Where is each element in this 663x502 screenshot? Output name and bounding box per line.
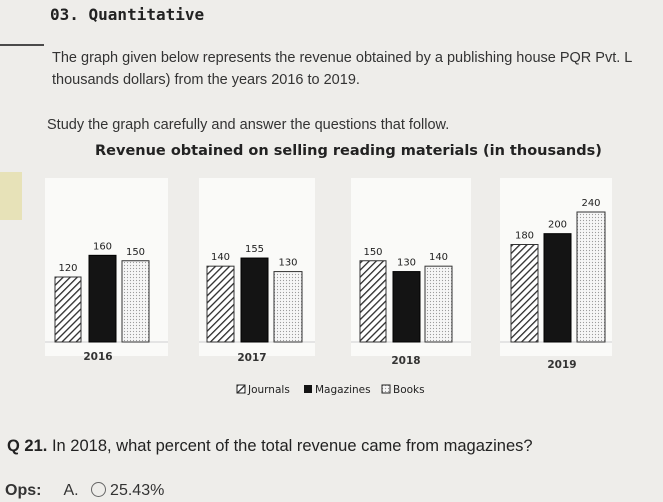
bar-magazines-2016 — [88, 254, 117, 343]
intro-paragraph: The graph given below represents the rev… — [52, 47, 663, 91]
bar-journals-2019 — [510, 244, 539, 343]
labels-layer: 120 160 150 2016 140 155 130 2017 150 130 140 2018 1… — [58, 198, 600, 371]
value-label-journals-2018: 150 — [363, 247, 382, 258]
legend-swatch-books — [381, 384, 391, 394]
legend-label-journals: Journals — [247, 384, 290, 396]
options-row: Ops: A. 25.43% — [5, 482, 164, 500]
value-label-books-2019: 240 — [581, 198, 600, 209]
bar-magazines-2018 — [392, 271, 421, 343]
header-divider — [0, 44, 44, 46]
intro-line-1: The graph given below represents the rev… — [52, 50, 633, 66]
chart-title: Revenue obtained on selling reading mate… — [95, 143, 602, 159]
question-text: In 2018, what percent of the total reven… — [51, 437, 533, 455]
bar-magazines-2019 — [543, 233, 572, 343]
legend-swatch-journals — [236, 384, 246, 394]
category-label-2016: 2016 — [83, 351, 112, 363]
value-label-journals-2019: 180 — [515, 231, 534, 242]
bar-journals-2016 — [54, 276, 82, 343]
instruction-text: Study the graph carefully and answer the… — [47, 117, 450, 133]
category-label-2019: 2019 — [547, 359, 576, 371]
value-label-journals-2016: 120 — [58, 263, 77, 274]
value-label-journals-2017: 140 — [211, 252, 230, 263]
question-header: 03. Quantitative — [50, 5, 205, 24]
value-label-magazines-2018: 130 — [397, 258, 416, 269]
value-label-books-2016: 150 — [126, 247, 145, 258]
bar-books-2016 — [121, 260, 150, 343]
value-label-magazines-2019: 200 — [548, 220, 567, 231]
bar-books-2018 — [424, 265, 453, 343]
bars-layer — [54, 211, 606, 343]
value-label-books-2017: 130 — [278, 258, 297, 269]
bar-magazines-2017 — [240, 257, 269, 343]
option-a-letter: A. — [63, 482, 79, 499]
chart-legend: Journals Magazines Books — [236, 384, 425, 396]
legend-swatch-magazines — [304, 385, 312, 393]
options-label: Ops: — [5, 482, 42, 499]
category-label-2017: 2017 — [237, 352, 266, 364]
value-label-magazines-2016: 160 — [93, 241, 112, 252]
option-a-text[interactable]: 25.43% — [110, 482, 165, 499]
bar-journals-2017 — [206, 265, 235, 343]
legend-label-books: Books — [393, 384, 425, 396]
bar-books-2019 — [576, 211, 606, 343]
category-label-2018: 2018 — [391, 355, 420, 367]
bar-books-2017 — [273, 271, 303, 343]
intro-line-2: thousands dollars) from the years 2016 t… — [52, 72, 360, 88]
value-label-books-2018: 140 — [429, 252, 448, 263]
bar-journals-2018 — [359, 260, 387, 343]
option-a-radio[interactable] — [91, 482, 107, 497]
question-line: Q 21. In 2018, what percent of the total… — [7, 437, 533, 456]
question-number: Q 21. — [7, 437, 48, 455]
legend-label-magazines: Magazines — [315, 384, 371, 396]
left-highlight-band — [0, 172, 22, 220]
value-label-magazines-2017: 155 — [245, 244, 264, 255]
